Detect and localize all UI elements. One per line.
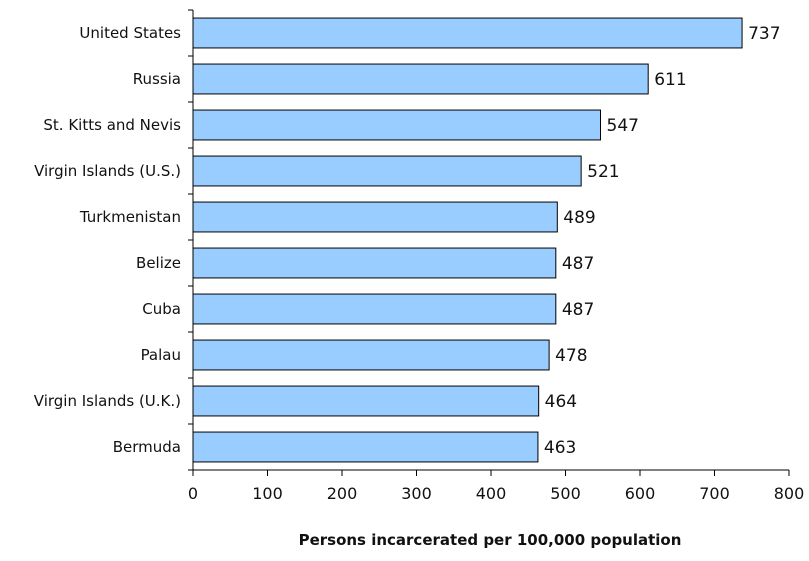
bar — [192, 201, 558, 233]
value-label: 463 — [544, 438, 576, 458]
value-label: 487 — [562, 254, 594, 274]
bar — [192, 109, 602, 141]
value-label: 478 — [555, 346, 587, 366]
category-label: Russia — [133, 70, 181, 88]
value-label: 737 — [748, 24, 780, 44]
category-label: Bermuda — [113, 438, 181, 456]
x-tick-label: 300 — [401, 484, 432, 503]
category-label: Belize — [136, 254, 181, 272]
x-tick-label: 500 — [550, 484, 581, 503]
bar — [192, 385, 540, 417]
value-label: 547 — [607, 116, 639, 136]
value-label: 521 — [587, 162, 619, 182]
value-label: 464 — [545, 392, 577, 412]
category-labels: United States Russia St. Kitts and Nevis Vi… — [34, 24, 181, 456]
x-tick-label: 700 — [699, 484, 730, 503]
category-label: Turkmenistan — [79, 208, 181, 226]
value-label: 489 — [563, 208, 595, 228]
x-tick-label: 200 — [327, 484, 358, 503]
bar — [192, 431, 539, 463]
x-tick-label: 100 — [252, 484, 283, 503]
x-tick-label: 600 — [625, 484, 656, 503]
bar — [192, 339, 550, 371]
value-labels: 737 611 547 521 489 487 487 478 464 463 — [544, 24, 781, 458]
category-label: St. Kitts and Nevis — [43, 116, 181, 134]
bar — [192, 17, 743, 49]
bar — [192, 63, 649, 95]
category-label: Palau — [141, 346, 181, 364]
category-label: United States — [79, 24, 181, 42]
value-label: 487 — [562, 300, 594, 320]
x-axis-title: Persons incarcerated per 100,000 populat… — [299, 531, 682, 549]
category-label: Cuba — [142, 300, 181, 318]
category-label: Virgin Islands (U.S.) — [34, 162, 181, 180]
x-tick-label: 800 — [774, 484, 805, 503]
bar — [192, 155, 582, 187]
bar — [192, 293, 557, 325]
bars-group — [192, 17, 743, 463]
bar — [192, 247, 557, 279]
category-label: Virgin Islands (U.K.) — [34, 392, 181, 410]
x-tick-label: 400 — [476, 484, 507, 503]
value-label: 611 — [654, 70, 686, 90]
axes: 0 100 200 300 400 500 600 700 800 — [188, 9, 805, 503]
x-tick-label: 0 — [188, 484, 198, 503]
